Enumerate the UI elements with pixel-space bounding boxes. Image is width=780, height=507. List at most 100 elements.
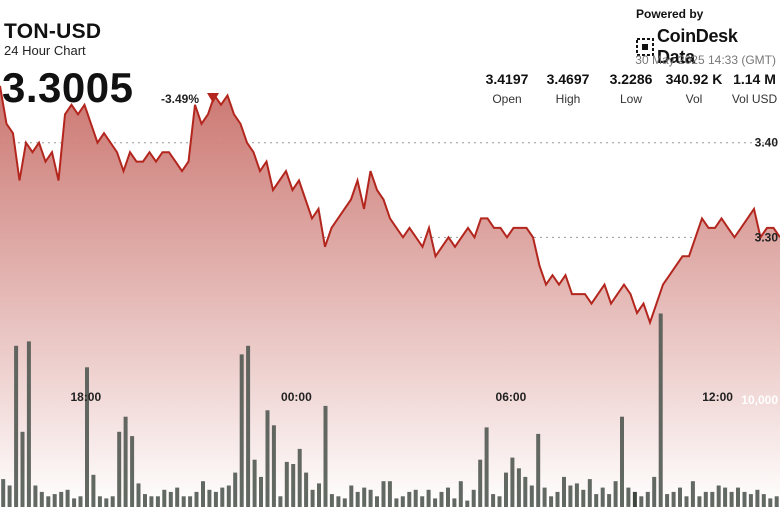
volume-bar <box>600 487 605 507</box>
volume-bar <box>110 496 115 507</box>
volume-bar <box>497 496 502 507</box>
volume-bar <box>536 433 541 507</box>
symbol-title: TON-USD <box>4 20 102 43</box>
volume-bar <box>671 491 676 507</box>
x-tick-label: 00:00 <box>281 390 312 404</box>
volume-bar <box>387 481 392 507</box>
volume-bar <box>549 496 554 507</box>
volume-bar <box>26 341 31 507</box>
volume-bar <box>400 496 405 507</box>
volume-bar <box>143 494 147 507</box>
volume-bar <box>342 498 347 507</box>
volume-bar <box>72 498 77 507</box>
volume-bar <box>220 487 225 507</box>
volume-bar <box>1 479 6 507</box>
coindesk-logo-icon <box>636 38 654 56</box>
volume-bar <box>639 496 644 507</box>
price-area <box>0 85 780 507</box>
volume-bar <box>252 459 257 507</box>
volume-bar <box>626 487 631 507</box>
stat-value: 3.4197 <box>485 71 529 87</box>
volume-bar <box>136 483 141 507</box>
volume-bar <box>297 448 302 507</box>
volume-bar <box>310 489 315 507</box>
volume-bar <box>710 491 715 507</box>
price-change: -3.49% <box>161 92 200 106</box>
volume-bar <box>529 485 534 507</box>
volume-bar <box>52 494 57 507</box>
stat-open: 3.4197 Open <box>480 71 534 106</box>
volume-bar <box>265 410 270 507</box>
volume-bar <box>362 487 367 507</box>
volume-bar <box>542 487 547 507</box>
stat-label: Open <box>492 92 522 106</box>
volume-bar <box>678 487 682 507</box>
volume-bar <box>632 491 637 507</box>
volume-bar <box>587 479 592 507</box>
current-price: 3.3005 <box>2 64 134 111</box>
volume-bar <box>774 496 779 507</box>
y-tick-label: 3.40 <box>755 136 779 150</box>
volume-bar <box>39 491 44 507</box>
stat-value: 3.4697 <box>546 71 590 87</box>
volume-bar <box>716 485 721 507</box>
volume-bar <box>645 491 650 507</box>
volume-bar <box>175 487 180 507</box>
volume-bar <box>207 489 212 507</box>
volume-bar <box>349 485 354 507</box>
volume-bar <box>381 481 386 507</box>
volume-bar <box>117 431 122 507</box>
volume-bar <box>14 345 19 507</box>
volume-bar <box>413 489 418 507</box>
volume-bar <box>336 496 341 507</box>
volume-bar <box>723 487 728 507</box>
volume-bar <box>168 491 173 507</box>
volume-bar <box>201 481 205 507</box>
volume-bar <box>97 496 102 507</box>
volume-bar <box>426 489 431 507</box>
volume-bar <box>394 498 399 507</box>
volume-bar <box>104 498 109 507</box>
volume-bar <box>761 494 766 507</box>
volume-bar <box>284 461 289 507</box>
volume-bar <box>768 498 773 507</box>
volume-bar <box>291 464 296 507</box>
volume-bar <box>420 496 425 507</box>
volume-bar <box>439 491 444 507</box>
volume-bar <box>78 496 83 507</box>
volume-bar <box>20 431 25 507</box>
volume-bar <box>581 489 586 507</box>
volume-bar <box>355 491 360 507</box>
volume-bar <box>504 472 508 507</box>
volume-bar <box>149 496 154 507</box>
volume-bar <box>665 494 670 507</box>
volume-bar <box>703 491 708 507</box>
volume-bar <box>652 476 657 507</box>
x-tick-label: 18:00 <box>70 390 101 404</box>
brand-logo: CoinDesk Data <box>636 26 780 68</box>
volume-bar <box>613 481 618 507</box>
volume-bar <box>562 476 566 507</box>
volume-bar <box>46 496 51 507</box>
volume-bar <box>213 491 218 507</box>
stat-value: 3.2286 <box>609 71 653 87</box>
volume-bar <box>510 457 515 507</box>
price-line <box>0 85 780 326</box>
stat-vol-usd: 1.14 M Vol USD <box>729 71 780 106</box>
stat-value: 340.92 K <box>665 71 723 87</box>
volume-bar <box>33 485 38 507</box>
volume-bar <box>188 496 193 507</box>
volume-bar <box>239 354 244 507</box>
volume-bar <box>491 494 496 507</box>
volume-bar <box>233 472 238 507</box>
volume-bar <box>471 489 476 507</box>
volume-bar <box>516 468 521 507</box>
volume-bars <box>1 313 779 507</box>
volume-bar <box>729 491 734 507</box>
volume-bar <box>130 436 135 507</box>
volume-bar <box>91 474 96 507</box>
volume-bar <box>568 485 573 507</box>
volume-bar <box>368 489 373 507</box>
stat-value: 1.14 M <box>733 71 776 87</box>
